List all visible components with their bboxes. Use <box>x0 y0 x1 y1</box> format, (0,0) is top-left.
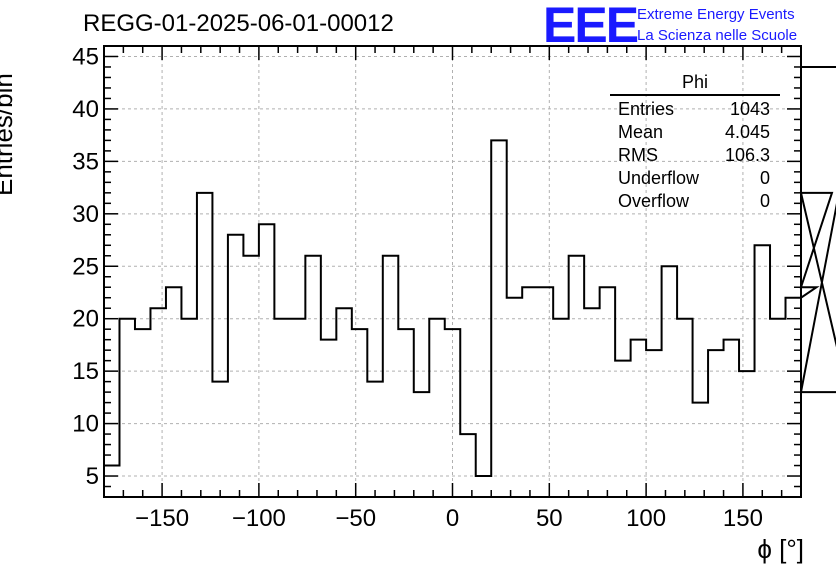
stats-value: 0 <box>759 191 770 211</box>
histogram-bin <box>631 340 646 497</box>
histogram-bin <box>383 256 398 497</box>
histogram-bin <box>569 256 584 497</box>
stats-value: 0 <box>759 168 770 188</box>
stats-value: 1043 <box>729 99 770 119</box>
histogram-bin <box>786 298 801 497</box>
histogram-bin <box>770 319 785 497</box>
x-axis-label: ϕ [°] <box>757 534 804 564</box>
y-tick-label: 15 <box>72 358 99 385</box>
histogram-bin <box>414 392 429 497</box>
histogram-bin <box>491 140 506 497</box>
histogram-bin <box>600 287 615 497</box>
histogram-bin <box>197 193 212 497</box>
histogram-bin <box>755 245 770 497</box>
x-tick-label: −100 <box>232 505 286 532</box>
histogram-bin <box>615 361 630 497</box>
stats-label: Mean <box>618 122 664 142</box>
histogram-bin <box>290 319 305 497</box>
histogram-bin <box>429 319 444 497</box>
histogram-bin <box>166 287 181 497</box>
histogram-bin <box>646 350 661 497</box>
stats-row-underflow: Underflow 0 <box>610 167 780 190</box>
y-tick-label: 30 <box>72 201 99 228</box>
y-tick-label: 35 <box>72 148 99 175</box>
histogram-bin <box>104 466 119 497</box>
histogram-bin <box>150 308 165 497</box>
histogram-bin <box>305 256 320 497</box>
stats-box: Phi Entries 1043 Mean 4.045 RMS 106.3 Un… <box>610 72 780 213</box>
histogram-bin <box>274 319 289 497</box>
chart-title: REGG-01-2025-06-01-00012 <box>83 10 394 37</box>
y-tick-label: 45 <box>72 43 99 70</box>
histogram-bin <box>367 382 382 497</box>
x-tick-label: −150 <box>135 505 189 532</box>
x-tick-label: 100 <box>626 505 666 532</box>
histogram-bin <box>553 319 568 497</box>
histogram-bin <box>522 287 537 497</box>
histogram-bin <box>739 371 754 497</box>
stats-label: Overflow <box>618 191 690 211</box>
histogram-bin <box>243 256 258 497</box>
stats-value: 106.3 <box>724 145 770 165</box>
histogram-bin <box>662 266 677 497</box>
histogram-bin <box>228 235 243 497</box>
stats-label: Entries <box>618 99 675 119</box>
x-tick-label: 150 <box>723 505 763 532</box>
y-tick-label: 40 <box>72 96 99 123</box>
logo-line-2: La Scienza nelle Scuole <box>637 27 798 44</box>
histogram-bin <box>693 403 708 497</box>
histogram-bin <box>119 319 134 497</box>
x-tick-label: −50 <box>335 505 376 532</box>
x-tick-label: 50 <box>536 505 563 532</box>
x-tick-label: 0 <box>446 505 459 532</box>
histogram-bin <box>724 340 739 497</box>
histogram-bin <box>445 329 460 497</box>
logo-line-1: Extreme Energy Events <box>637 6 795 23</box>
y-tick-label: 10 <box>72 411 99 438</box>
histogram-bin <box>336 308 351 497</box>
y-axis-label: Entries/bin <box>0 73 18 196</box>
y-tick-label: 25 <box>72 253 99 280</box>
stats-row-mean: Mean 4.045 <box>610 121 780 144</box>
stats-value: 4.045 <box>724 122 770 142</box>
histogram-bin <box>584 308 599 497</box>
histogram-bin <box>507 298 522 497</box>
histogram-bin <box>212 382 227 497</box>
eee-logo: EEE <box>543 0 639 53</box>
histogram-bin <box>538 287 553 497</box>
y-tick-label: 20 <box>72 306 99 333</box>
histogram-bin <box>476 476 491 497</box>
histogram-bin <box>259 224 274 497</box>
stats-title: Phi <box>610 72 780 96</box>
histogram-bin <box>460 434 475 497</box>
y-tick-label: 5 <box>86 463 99 490</box>
histogram-bin <box>708 350 723 497</box>
stats-row-rms: RMS 106.3 <box>610 144 780 167</box>
histogram-outline <box>103 65 836 497</box>
stats-label: RMS <box>618 145 658 165</box>
histogram-bin <box>352 329 367 497</box>
histogram-bin <box>135 329 150 497</box>
histogram-bin <box>181 319 196 497</box>
stats-row-entries: Entries 1043 <box>610 98 780 121</box>
histogram-bin <box>321 340 336 497</box>
stats-label: Underflow <box>618 168 700 188</box>
histogram-bin <box>398 329 413 497</box>
histogram-bin <box>677 319 692 497</box>
stats-row-overflow: Overflow 0 <box>610 190 780 213</box>
